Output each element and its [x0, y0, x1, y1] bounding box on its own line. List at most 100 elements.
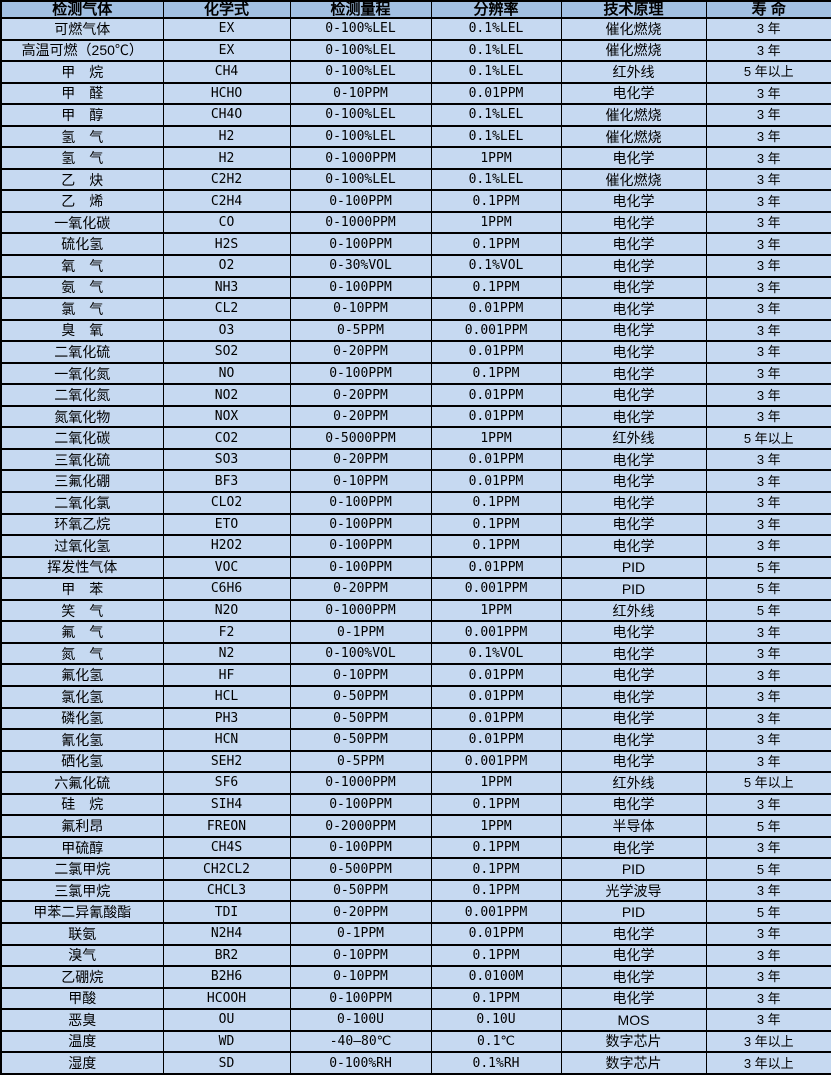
principle-cell: 催化燃烧: [560, 38, 707, 63]
formula-cell: SO3: [162, 447, 291, 472]
formula-cell: CH4S: [162, 835, 291, 860]
formula-cell: CO2: [162, 426, 291, 450]
lifespan-cell: 3 年: [705, 986, 831, 1011]
range-cell: 0-100U: [289, 1008, 432, 1032]
table-row: 高温可燃（250℃） EX 0-100%LEL 0.1%LEL 催化燃烧 3 年: [0, 38, 831, 63]
range-cell: 0-100PPM: [289, 534, 432, 558]
range-cell: 0-500PPM: [289, 857, 432, 881]
formula-cell: NO2: [162, 383, 291, 407]
table-row: 氰化氢 HCN 0-50PPM 0.01PPM 电化学 3 年: [0, 728, 831, 752]
table-row: 乙硼烷 B2H6 0-10PPM 0.0100M 电化学 3 年: [0, 965, 831, 989]
formula-cell: CL2: [162, 297, 291, 321]
lifespan-cell: 3 年: [705, 38, 831, 63]
range-cell: 0-100PPM: [289, 361, 432, 386]
range-cell: 0-100PPM: [289, 986, 432, 1011]
principle-cell: PID: [560, 900, 707, 924]
gas-name-cell: 一氧化氮: [0, 361, 164, 386]
range-cell: 0-5000PPM: [289, 426, 432, 450]
gas-name-cell: 硅 烷: [0, 792, 164, 817]
table-row: 甲 烷 CH4 0-100%LEL 0.1%LEL 红外线 5 年以上: [0, 60, 831, 84]
resolution-cell: 1PPM: [430, 598, 562, 623]
lifespan-cell: 5 年以上: [705, 426, 831, 450]
resolution-cell: 0.01PPM: [430, 469, 562, 494]
range-cell: 0-10PPM: [289, 943, 432, 968]
table-row: 氟 气 F2 0-1PPM 0.001PPM 电化学 3 年: [0, 620, 831, 644]
resolution-cell: 0.1PPM: [430, 857, 562, 881]
principle-cell: 电化学: [560, 641, 707, 666]
principle-cell: 电化学: [560, 835, 707, 860]
lifespan-cell: 3 年以上: [705, 1051, 831, 1075]
formula-cell: EX: [162, 38, 291, 63]
lifespan-cell: 3 年: [705, 124, 831, 149]
table-row: 甲苯二异氰酸酯 TDI 0-20PPM 0.001PPM PID 5 年: [0, 900, 831, 924]
table-row: 挥发性气体 VOC 0-100PPM 0.01PPM PID 5 年: [0, 555, 831, 580]
lifespan-cell: 3 年: [705, 232, 831, 256]
formula-cell: BR2: [162, 943, 291, 968]
lifespan-cell: 3 年: [705, 340, 831, 364]
gas-name-cell: 氮氧化物: [0, 404, 164, 429]
principle-cell: 电化学: [560, 146, 707, 170]
table-row: 氟利昂 FREON 0-2000PPM 1PPM 半导体 5 年: [0, 814, 831, 838]
principle-cell: PID: [560, 555, 707, 580]
lifespan-cell: 3 年: [705, 491, 831, 515]
resolution-cell: 0.01PPM: [430, 297, 562, 321]
table-row: 氢 气 H2 0-100%LEL 0.1%LEL 催化燃烧 3 年: [0, 124, 831, 149]
gas-name-cell: 联氨: [0, 921, 164, 946]
table-row: 乙 炔 C2H2 0-100%LEL 0.1%LEL 催化燃烧 3 年: [0, 167, 831, 192]
principle-cell: 电化学: [560, 318, 707, 343]
range-cell: 0-50PPM: [289, 684, 432, 709]
range-cell: 0-10PPM: [289, 81, 432, 106]
lifespan-cell: 3 年: [705, 965, 831, 989]
principle-cell: 电化学: [560, 491, 707, 515]
resolution-cell: 0.01PPM: [430, 706, 562, 731]
formula-cell: NH3: [162, 275, 291, 300]
gas-name-cell: 乙 炔: [0, 167, 164, 192]
formula-cell: H2O2: [162, 534, 291, 558]
resolution-cell: 0.1PPM: [430, 943, 562, 968]
resolution-cell: 0.1%LEL: [430, 17, 562, 41]
gas-name-cell: 氯 气: [0, 297, 164, 321]
table-row: 三氧化硫 SO3 0-20PPM 0.01PPM 电化学 3 年: [0, 447, 831, 472]
range-cell: 0-20PPM: [289, 900, 432, 924]
formula-cell: F2: [162, 620, 291, 644]
table-header: 检测气体 化学式 检测量程 分辨率 技术原理寿 命: [0, 0, 831, 19]
range-cell: 0-100%VOL: [289, 641, 432, 666]
formula-cell: CO: [162, 210, 291, 235]
column-header-gas-name: 检测气体: [0, 0, 164, 19]
formula-cell: NO: [162, 361, 291, 386]
resolution-cell: 0.01PPM: [430, 383, 562, 407]
lifespan-cell: 3 年: [705, 641, 831, 666]
table-row: 磷化氢 PH3 0-50PPM 0.01PPM 电化学 3 年: [0, 706, 831, 731]
range-cell: 0-100%LEL: [289, 124, 432, 149]
range-cell: 0-10PPM: [289, 469, 432, 494]
range-cell: 0-20PPM: [289, 404, 432, 429]
range-cell: 0-1000PPM: [289, 598, 432, 623]
range-cell: -40—80℃: [289, 1029, 432, 1054]
table-row: 乙 烯 C2H4 0-100PPM 0.1PPM 电化学 3 年: [0, 189, 831, 213]
formula-cell: HCOOH: [162, 986, 291, 1011]
range-cell: 0-30%VOL: [289, 254, 432, 278]
gas-name-cell: 磷化氢: [0, 706, 164, 731]
principle-cell: 数字芯片: [560, 1051, 707, 1075]
resolution-cell: 0.1PPM: [430, 792, 562, 817]
formula-cell: TDI: [162, 900, 291, 924]
gas-name-cell: 甲硫醇: [0, 835, 164, 860]
formula-cell: HCN: [162, 728, 291, 752]
principle-cell: 电化学: [560, 620, 707, 644]
gas-name-cell: 三氟化硼: [0, 469, 164, 494]
gas-name-cell: 二氧化硫: [0, 340, 164, 364]
gas-name-cell: 可燃气体: [0, 17, 164, 41]
gas-name-cell: 甲 烷: [0, 60, 164, 84]
table-row: 氨 气 NH3 0-100PPM 0.1PPM 电化学 3 年: [0, 275, 831, 300]
range-cell: 0-2000PPM: [289, 814, 432, 838]
resolution-cell: 0.1%VOL: [430, 254, 562, 278]
table-row: 氟化氢 HF 0-10PPM 0.01PPM 电化学 3 年: [0, 663, 831, 687]
principle-cell: 电化学: [560, 361, 707, 386]
resolution-cell: 0.1%LEL: [430, 167, 562, 192]
lifespan-cell: 3 年: [705, 447, 831, 472]
lifespan-cell: 3 年: [705, 81, 831, 106]
table-row: 臭 氧 O3 0-5PPM 0.001PPM 电化学 3 年: [0, 318, 831, 343]
range-cell: 0-100PPM: [289, 232, 432, 256]
formula-cell: NOX: [162, 404, 291, 429]
